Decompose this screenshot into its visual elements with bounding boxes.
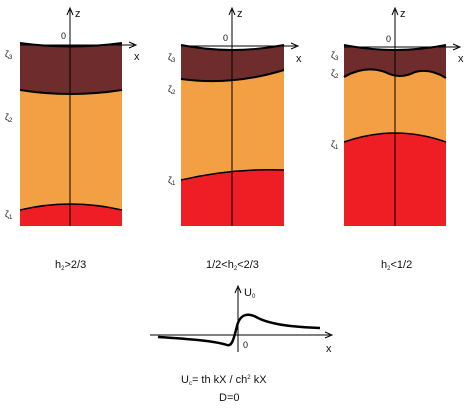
panel-1-interface-zeta2 <box>19 89 123 95</box>
panel-3-caption: h2<1/2 <box>381 259 412 272</box>
panel-2-x-label: x <box>296 53 302 65</box>
panel-3-zeta3-label: ζ3 <box>331 50 339 62</box>
velocity-profile-plot: U0 x 0 Uc= th kX / ch2 kX D=0 <box>150 284 334 404</box>
panel-1-interface-zeta1 <box>19 203 123 211</box>
panel-1-x-arrow <box>128 41 138 49</box>
panel-3-z-label: z <box>400 8 406 20</box>
panel-1-bottom-layer <box>20 204 122 226</box>
profile-u-label: U0 <box>244 287 256 300</box>
panel-1-zeta2-label: ζ2 <box>5 112 13 124</box>
panel-1-z-label: z <box>75 8 81 20</box>
panel-1-x-label: x <box>134 51 140 63</box>
panel-2-zeta3-label: ζ3 <box>168 52 176 64</box>
panel-1-caption: h2>2/3 <box>55 259 86 272</box>
panel-2-zeta1-label: ζ1 <box>168 175 176 187</box>
profile-u-arrow <box>234 284 242 294</box>
profile-x-label: x <box>326 343 332 355</box>
profile-origin-label: 0 <box>243 340 248 350</box>
profile-condition: D=0 <box>219 392 240 404</box>
panel-1-zeta1-label: ζ1 <box>5 209 13 221</box>
panel-h2-less-than-half: z x 0 ζ3 ζ2 ζ1 h2<1/2 <box>331 6 464 272</box>
panel-3-zeta1-label: ζ1 <box>331 139 339 151</box>
panel-1-surface-zeta3 <box>19 42 123 48</box>
panel-2-z-label: z <box>237 8 243 20</box>
panel-3-z-arrow <box>391 6 399 16</box>
panel-2-origin-label: 0 <box>223 33 228 43</box>
panel-2-caption: 1/2<h2<2/3 <box>206 259 259 272</box>
panel-3-origin-label: 0 <box>386 34 391 44</box>
panel-3-x-arrow <box>452 43 462 51</box>
panel-1-zeta3-label: ζ3 <box>5 49 13 61</box>
profile-formula: Uc= th kX / ch2 kX <box>181 374 267 387</box>
profile-x-arrow <box>324 331 334 339</box>
panel-1-origin-label: 0 <box>61 31 66 41</box>
panel-h2-greater-two-thirds: z x 0 ζ3 ζ2 ζ1 h2>2/3 <box>5 6 140 272</box>
panel-1-middle-layer <box>20 90 122 210</box>
panel-2-x-arrow <box>290 42 300 50</box>
panel-2-z-arrow <box>228 6 236 16</box>
panel-2-zeta2-label: ζ2 <box>168 84 176 96</box>
panel-3-interface-zeta2 <box>343 68 447 79</box>
panel-1-top-layer <box>20 43 122 94</box>
panel-3-x-label: x <box>458 53 464 65</box>
panel-h2-between-half-and-two-thirds: z x 0 ζ3 ζ2 ζ1 1/2<h2<2/3 <box>168 6 302 272</box>
profile-curve <box>157 313 321 347</box>
panel-3-zeta2-label: ζ2 <box>331 68 339 80</box>
panel-1-z-arrow <box>66 6 74 16</box>
